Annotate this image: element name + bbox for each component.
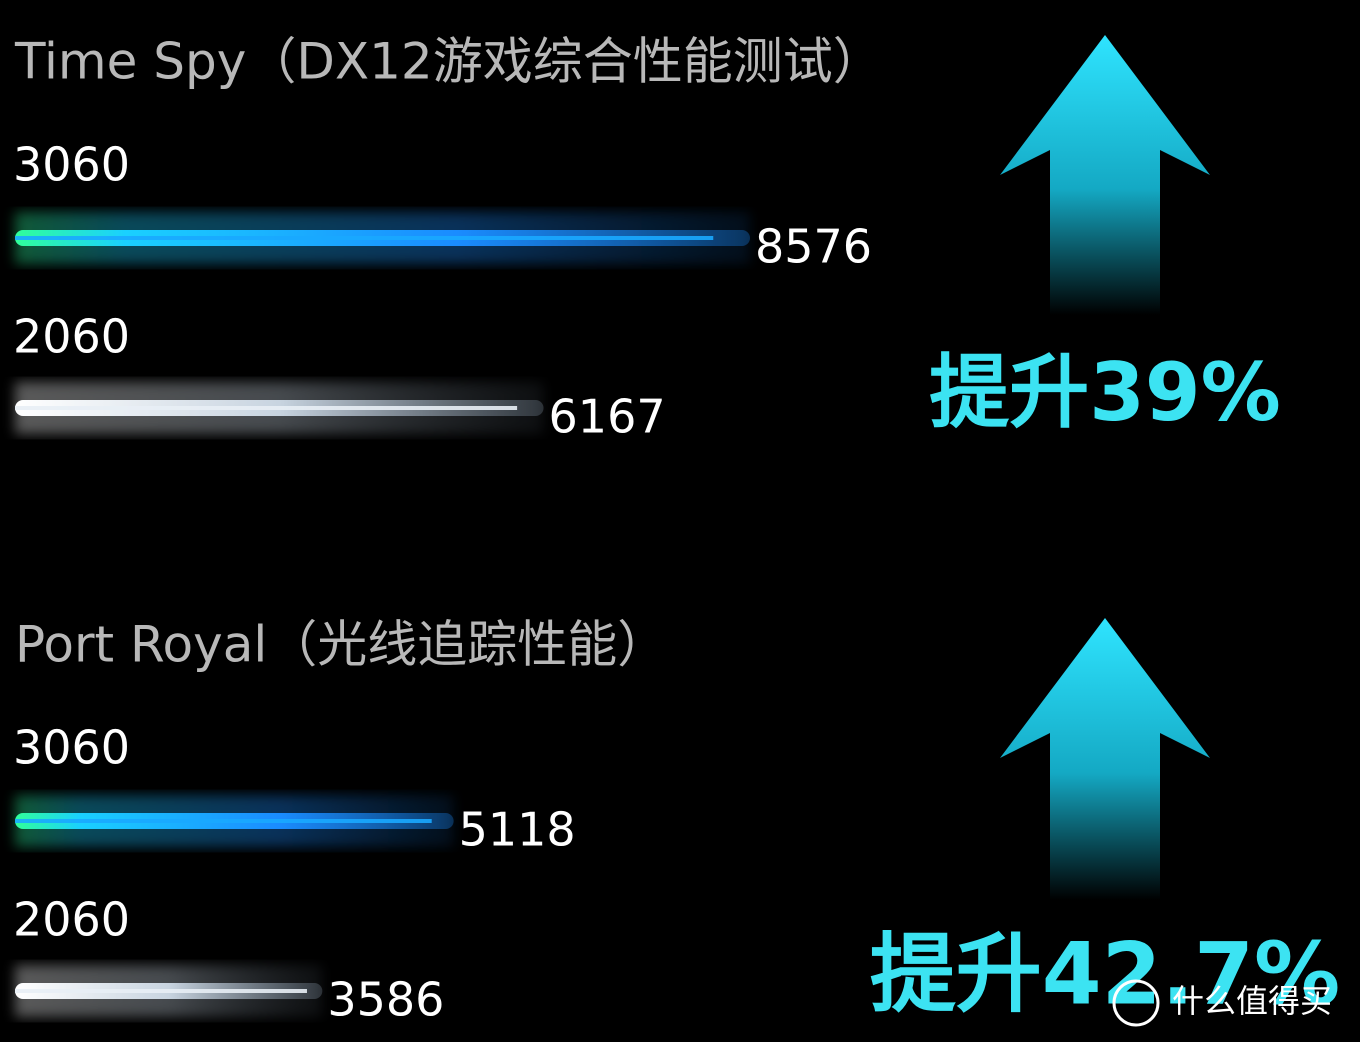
annotation: 提升39% (929, 346, 1280, 439)
value-label: 5118 (459, 803, 576, 857)
category-label: 3060 (13, 138, 130, 192)
category-label: 2060 (13, 310, 130, 364)
watermark: 什么值得买 (1172, 982, 1332, 1020)
arrow (1000, 618, 1210, 900)
bar-core (15, 989, 307, 993)
annotation: 提升42.7% (870, 924, 1340, 1024)
arrow (1000, 35, 1210, 315)
value-label: 8576 (755, 220, 872, 274)
category-label: 3060 (13, 721, 130, 775)
watermark-icon (1112, 979, 1160, 1027)
bar-core (15, 236, 714, 240)
bar-core (15, 819, 432, 823)
chart-title: Port Royal（光线追踪性能） (15, 616, 667, 674)
category-label: 2060 (13, 893, 130, 947)
bar-core (15, 406, 518, 410)
value-label: 6167 (549, 390, 666, 444)
chart-title: Time Spy（DX12游戏综合性能测试） (14, 33, 883, 91)
value-label: 3586 (327, 973, 444, 1027)
